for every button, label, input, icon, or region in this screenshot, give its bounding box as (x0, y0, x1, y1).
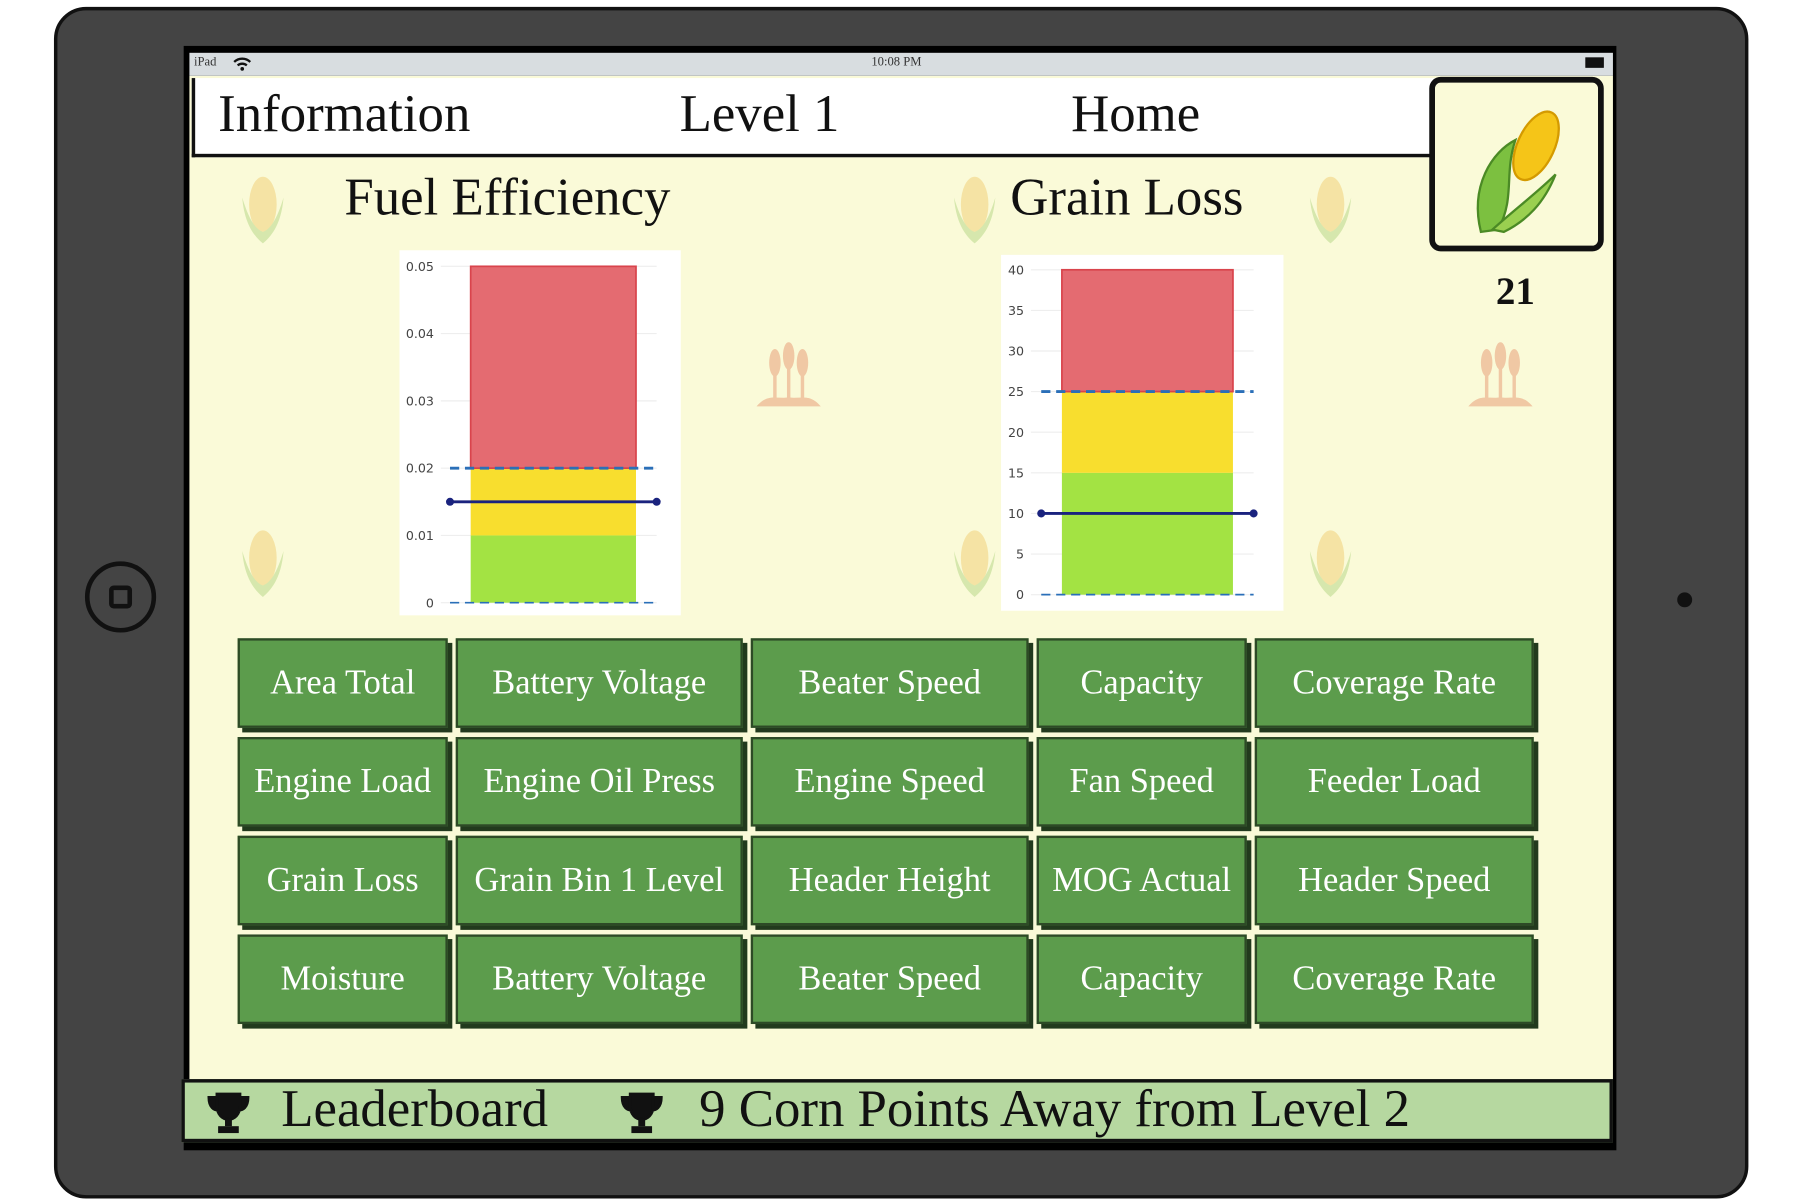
corn-decoration-icon (242, 176, 284, 244)
nav-home[interactable]: Home (1071, 83, 1201, 143)
camera-dot (1677, 592, 1693, 608)
metric-button[interactable]: MOG Actual (1036, 835, 1247, 926)
nav-bar: Information Level 1 Home (191, 78, 1435, 158)
clock: 10:08 PM (871, 55, 922, 69)
metric-button[interactable]: Header Height (750, 835, 1029, 926)
current-value-marker (1249, 509, 1258, 518)
bottom-bar: Leaderboard 9 Corn Points Away from Leve… (181, 1079, 1613, 1143)
corn-decoration-icon (953, 530, 996, 597)
metric-button[interactable]: Grain Bin 1 Level (455, 835, 743, 926)
band-red (1061, 268, 1234, 393)
y-tick-label: 40 (1008, 262, 1024, 277)
metric-button[interactable]: Moisture (237, 934, 448, 1025)
y-tick-label: 10 (1008, 506, 1024, 521)
band-yellow (1061, 391, 1233, 473)
metric-button[interactable]: Area Total (237, 638, 448, 728)
y-tick-label: 0.02 (406, 461, 434, 476)
metric-button[interactable]: Beater Speed (750, 638, 1029, 728)
nav-level[interactable]: Level 1 (679, 83, 840, 143)
level-progress-text: 9 Corn Points Away from Level 2 (699, 1079, 1411, 1138)
fuel-efficiency-title: Fuel Efficiency (344, 167, 671, 227)
y-tick-label: 30 (1008, 344, 1024, 359)
grain-loss-chart: 0 5 10 15 20 25 30 35 40 (1001, 254, 1284, 611)
wifi-icon (233, 57, 252, 71)
metric-button[interactable]: Feeder Load (1254, 737, 1534, 827)
trophy-icon (620, 1092, 663, 1134)
current-value-marker (1037, 509, 1046, 518)
wheat-decoration-icon (756, 342, 821, 407)
nav-information[interactable]: Information (218, 83, 471, 143)
leaderboard-link[interactable]: Leaderboard (281, 1079, 549, 1138)
score: 21 (1495, 270, 1535, 314)
current-value-marker (652, 497, 661, 506)
metric-button[interactable]: Battery Voltage (455, 934, 743, 1025)
y-tick-label: 0.04 (406, 326, 434, 341)
metric-button[interactable]: Engine Speed (750, 737, 1029, 827)
band-red (469, 265, 637, 470)
metric-button[interactable]: Engine Load (237, 737, 448, 827)
fuel-efficiency-chart: 0 0.01 0.02 0.03 0.04 0.05 (399, 250, 681, 616)
y-tick-label: 35 (1008, 303, 1024, 318)
y-tick-label: 0 (426, 595, 434, 610)
metric-button[interactable]: Capacity (1036, 934, 1247, 1025)
band-green (470, 535, 636, 603)
metric-button[interactable]: Engine Oil Press (455, 737, 743, 827)
metric-button[interactable]: Battery Voltage (455, 638, 743, 728)
band-green (1061, 472, 1233, 595)
metric-button[interactable]: Coverage Rate (1254, 934, 1534, 1025)
metric-button[interactable]: Coverage Rate (1254, 638, 1534, 728)
home-hardware-button[interactable] (84, 561, 157, 633)
corn-badge[interactable] (1429, 76, 1604, 252)
metric-button[interactable]: Capacity (1036, 638, 1247, 728)
battery-icon (1585, 57, 1604, 68)
status-bar: iPad 10:08 PM (189, 52, 1613, 76)
y-tick-label: 0.01 (406, 528, 434, 543)
device-label: iPad (194, 55, 217, 69)
corn-decoration-icon (1309, 530, 1352, 597)
metric-button[interactable]: Beater Speed (750, 934, 1029, 1025)
trophy-icon (207, 1092, 250, 1134)
current-value-marker (445, 497, 455, 506)
y-tick-label: 0 (1016, 587, 1024, 602)
y-tick-label: 15 (1008, 465, 1024, 480)
corn-decoration-icon (242, 530, 284, 597)
metric-button[interactable]: Fan Speed (1036, 737, 1247, 827)
metric-button[interactable]: Header Speed (1254, 835, 1534, 926)
metric-button[interactable]: Grain Loss (237, 835, 448, 926)
y-tick-label: 0.05 (406, 259, 434, 274)
wheat-decoration-icon (1468, 342, 1533, 407)
corn-decoration-icon (953, 176, 996, 244)
y-tick-label: 20 (1008, 425, 1024, 440)
y-tick-label: 25 (1008, 384, 1024, 399)
grain-loss-title: Grain Loss (1010, 167, 1244, 227)
corn-decoration-icon (1309, 176, 1352, 244)
y-tick-label: 5 (1016, 547, 1024, 562)
y-tick-label: 0.03 (406, 393, 434, 408)
corn-icon (1476, 110, 1560, 234)
